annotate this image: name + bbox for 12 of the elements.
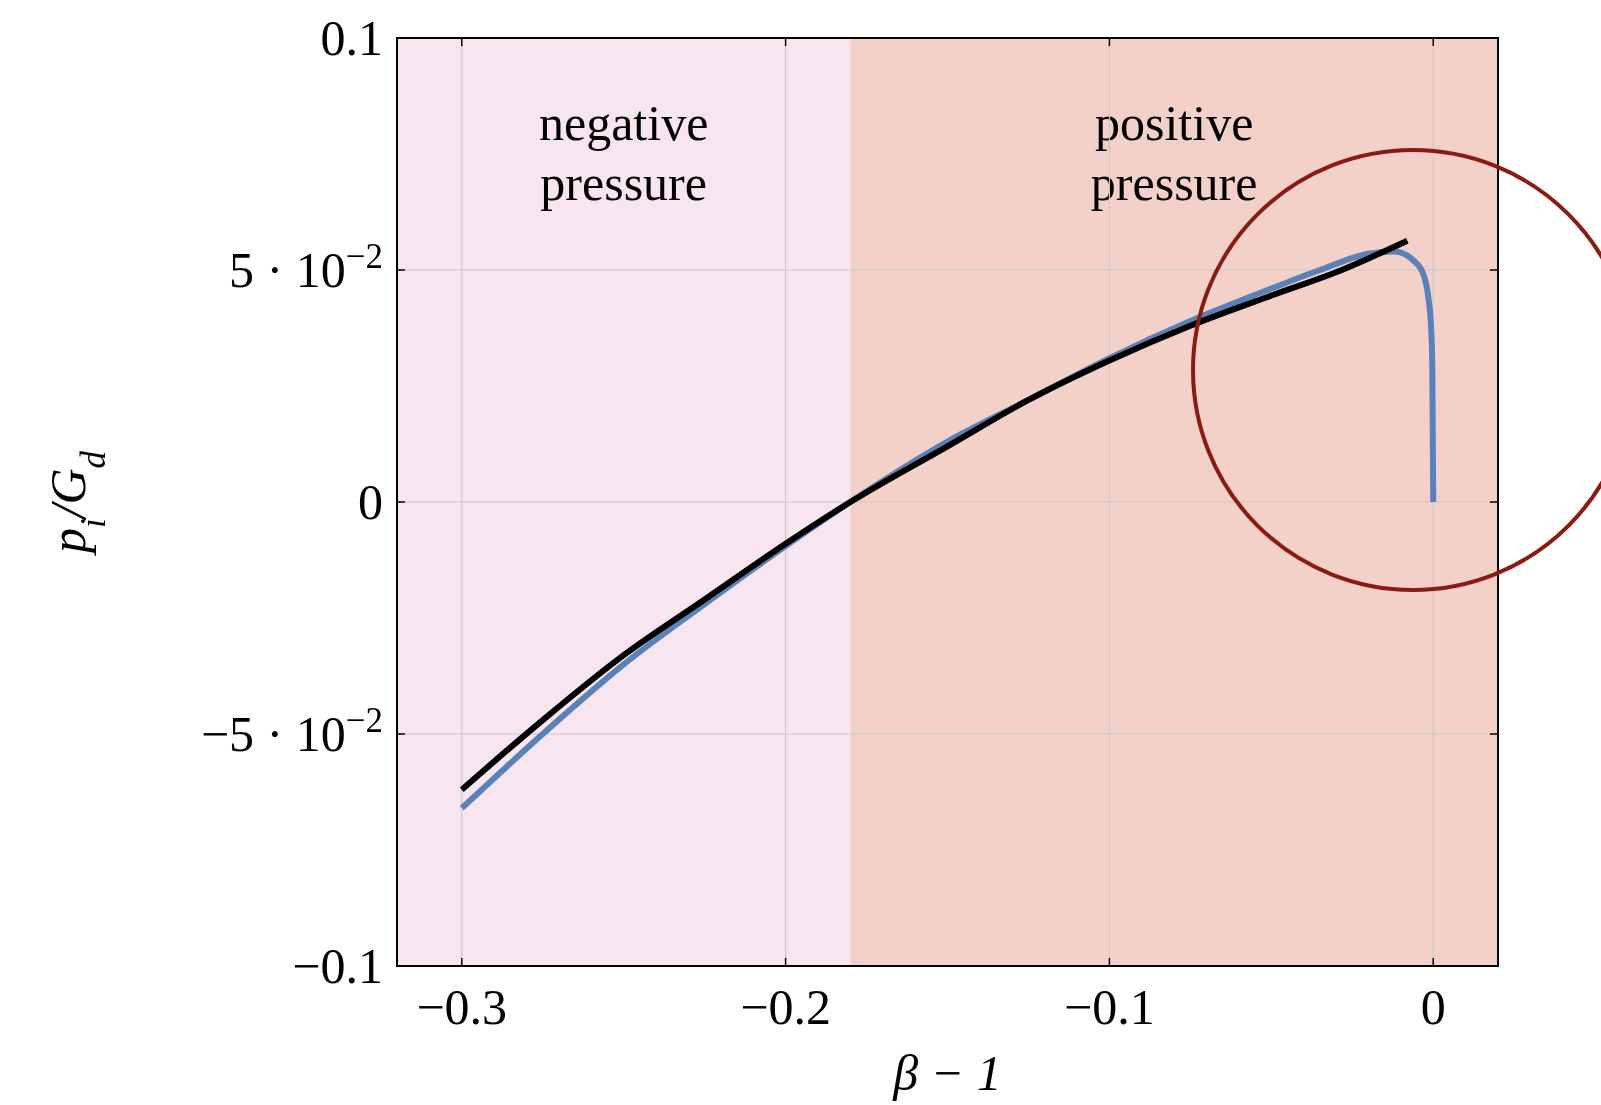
band-label: negative pressure [538, 95, 709, 211]
x-axis-title: β − 1 [892, 1045, 1002, 1101]
x-tick-label: 0 [1420, 979, 1446, 1035]
band-label: positive pressure [1090, 95, 1258, 211]
x-tick-label: −0.2 [740, 979, 831, 1035]
y-tick-label: −5 · 10$^{−2}$ [200, 700, 383, 762]
x-tick-label: −0.3 [416, 979, 508, 1035]
y-tick-label: 0.1 [320, 10, 383, 66]
y-tick-label: −0.1 [292, 938, 383, 994]
x-tick-label: −0.1 [1064, 979, 1155, 1035]
y-tick-label: 5 · 10$^{−2}$ [229, 236, 383, 298]
y-tick-label: 0 [358, 474, 383, 530]
